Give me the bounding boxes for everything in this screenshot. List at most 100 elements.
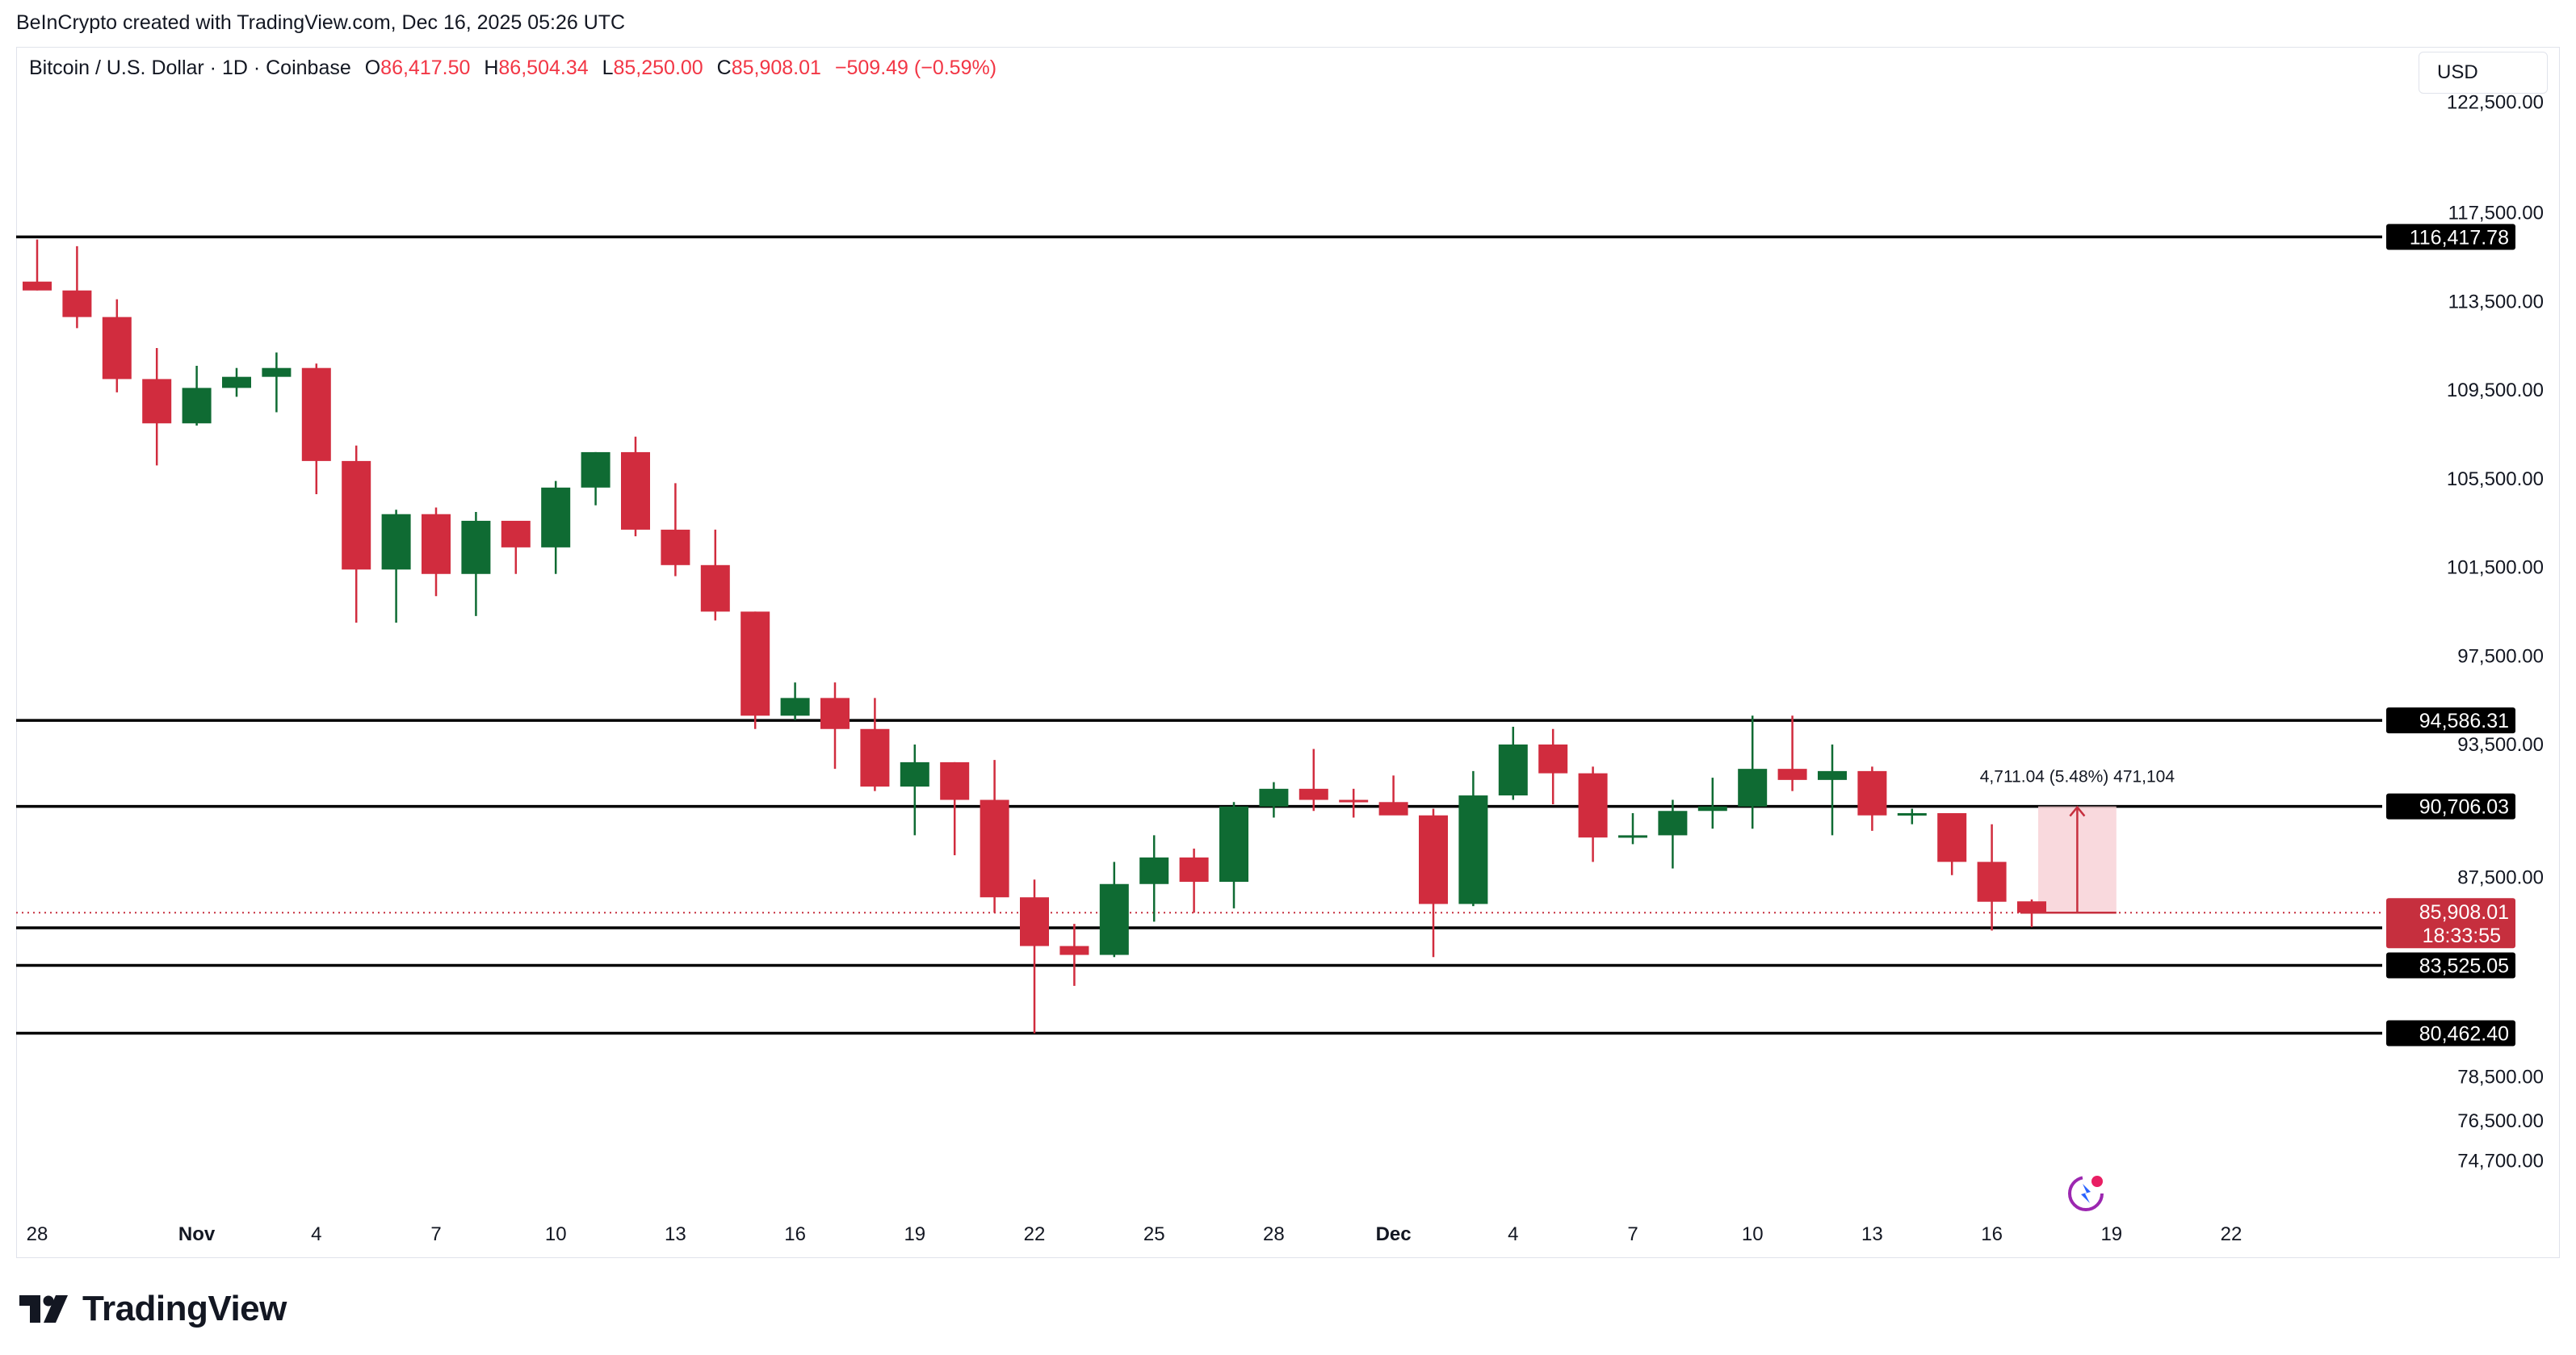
low-label: L — [602, 57, 614, 79]
candle-body[interactable] — [900, 761, 929, 787]
x-tick-label: 22 — [1024, 1223, 1046, 1245]
x-tick-label: 13 — [665, 1223, 686, 1245]
candle-body[interactable] — [262, 367, 292, 377]
candle-body[interactable] — [1298, 788, 1328, 800]
candle-body[interactable] — [740, 611, 770, 716]
level-price-labels: 116,417.7894,586.3190,706.0385,222.1883,… — [2386, 224, 2515, 1047]
measure-label: 4,711.04 (5.48%) 471,104 — [1980, 768, 2175, 787]
time-axis[interactable]: 28 Nov 4 7 10 13 16 19 22 25 28 Dec 4 7 10 13 16 19 22 — [27, 1223, 2242, 1245]
x-tick-label: 28 — [27, 1223, 48, 1245]
current-price-text: 85,908.01 — [2419, 901, 2509, 924]
x-tick-label: 10 — [545, 1223, 567, 1245]
candle-body[interactable] — [1059, 946, 1089, 955]
candle-body[interactable] — [1179, 857, 1209, 883]
candle-body[interactable] — [1419, 815, 1448, 904]
candle-body[interactable] — [1697, 806, 1727, 812]
y-tick-label: 101,500.00 — [2447, 557, 2544, 579]
level-price-tag — [2386, 707, 2515, 734]
x-tick-label: 7 — [1627, 1223, 1638, 1245]
candle-body[interactable] — [621, 451, 650, 530]
high-label: H — [484, 57, 499, 79]
candlesticks — [23, 239, 2046, 1034]
candle-body[interactable] — [1498, 744, 1528, 796]
measure-arrow-head — [2069, 805, 2086, 817]
tradingview-logo[interactable]: TradingView — [19, 1289, 287, 1329]
candle-body[interactable] — [23, 281, 52, 291]
candle-body[interactable] — [1458, 795, 1488, 904]
currency-button[interactable]: USD — [2419, 52, 2548, 94]
x-tick-label: 16 — [1981, 1223, 2003, 1245]
y-tick-label: 93,500.00 — [2457, 734, 2544, 756]
candle-body[interactable] — [2017, 901, 2046, 913]
open-label: O — [364, 57, 381, 79]
candle-body[interactable] — [1099, 883, 1129, 955]
brand-name: TradingView — [82, 1289, 287, 1328]
level-price-text: 83,525.05 — [2419, 955, 2509, 978]
candle-body[interactable] — [1020, 897, 1049, 946]
candle-body[interactable] — [980, 799, 1009, 898]
ohlc-legend: Bitcoin / U.S. Dollar · 1D · Coinbase O8… — [29, 57, 996, 80]
candle-body[interactable] — [700, 564, 730, 612]
level-price-text: 90,706.03 — [2419, 796, 2509, 819]
price-range-measure[interactable]: 4,711.04 (5.48%) 471,104 — [1980, 768, 2175, 914]
candle-body[interactable] — [1219, 806, 1248, 883]
price-axis[interactable]: 122,500.00 117,500.00 113,500.00 109,500.00… — [2447, 92, 2544, 1173]
x-tick-label: 16 — [784, 1223, 806, 1245]
candle-body[interactable] — [422, 514, 451, 574]
level-price-text: 80,462.40 — [2419, 1023, 2509, 1046]
level-price-text: 94,586.31 — [2419, 710, 2509, 732]
candle-body[interactable] — [1139, 857, 1169, 884]
candle-body[interactable] — [1378, 802, 1408, 816]
chart-frame — [16, 47, 2560, 1258]
x-tick-label: Dec — [1376, 1223, 1412, 1245]
level-price-tag — [2386, 952, 2515, 979]
candle-body[interactable] — [1618, 835, 1647, 838]
y-tick-label: 109,500.00 — [2447, 380, 2544, 401]
candle-body[interactable] — [1738, 769, 1768, 807]
symbol-name[interactable]: Bitcoin / U.S. Dollar · 1D · Coinbase — [29, 57, 351, 79]
level-price-text: 116,417.78 — [2410, 226, 2509, 249]
candle-body[interactable] — [541, 487, 571, 547]
candle-body[interactable] — [1578, 773, 1608, 838]
y-tick-label: 117,500.00 — [2448, 203, 2544, 224]
candle-body[interactable] — [381, 514, 411, 570]
candle-body[interactable] — [1339, 799, 1369, 803]
x-tick-label: 7 — [430, 1223, 441, 1245]
close-value: 85,908.01 — [731, 57, 821, 79]
candle-body[interactable] — [301, 367, 331, 461]
x-tick-label: 28 — [1263, 1223, 1285, 1245]
candle-body[interactable] — [182, 388, 212, 424]
candle-body[interactable] — [1977, 862, 2007, 902]
candle-body[interactable] — [222, 376, 251, 388]
candle-body[interactable] — [501, 520, 531, 547]
x-tick-label: 19 — [2100, 1223, 2122, 1245]
candle-body[interactable] — [860, 728, 890, 787]
bar-countdown-text: 18:33:55 — [2423, 925, 2501, 947]
price-chart[interactable]: 4,711.04 (5.48%) 471,104 122,500.00 117,5… — [16, 47, 2560, 1258]
candle-body[interactable] — [1777, 769, 1807, 780]
candle-body[interactable] — [1818, 770, 1847, 780]
candle-body[interactable] — [940, 761, 970, 800]
level-price-tag — [2386, 224, 2515, 250]
candle-body[interactable] — [102, 317, 132, 380]
candle-body[interactable] — [661, 529, 690, 565]
candle-body[interactable] — [1658, 811, 1688, 836]
candle-body[interactable] — [1259, 788, 1289, 807]
candle-body[interactable] — [780, 698, 810, 716]
candle-body[interactable] — [62, 290, 92, 317]
x-tick-label: 22 — [2221, 1223, 2242, 1245]
replay-icon[interactable] — [2068, 1176, 2104, 1211]
candle-body[interactable] — [1538, 744, 1568, 774]
open-value: 86,417.50 — [380, 57, 471, 79]
x-tick-label: 25 — [1143, 1223, 1165, 1245]
candle-body[interactable] — [1937, 812, 1967, 862]
candle-body[interactable] — [342, 460, 371, 570]
y-tick-label: 113,500.00 — [2448, 291, 2544, 313]
candle-body[interactable] — [581, 451, 610, 488]
candle-body[interactable] — [1857, 770, 1887, 816]
candle-body[interactable] — [1897, 812, 1927, 816]
candle-body[interactable] — [820, 698, 850, 729]
x-tick-label: Nov — [178, 1223, 216, 1245]
candle-body[interactable] — [461, 520, 491, 574]
candle-body[interactable] — [142, 379, 172, 424]
